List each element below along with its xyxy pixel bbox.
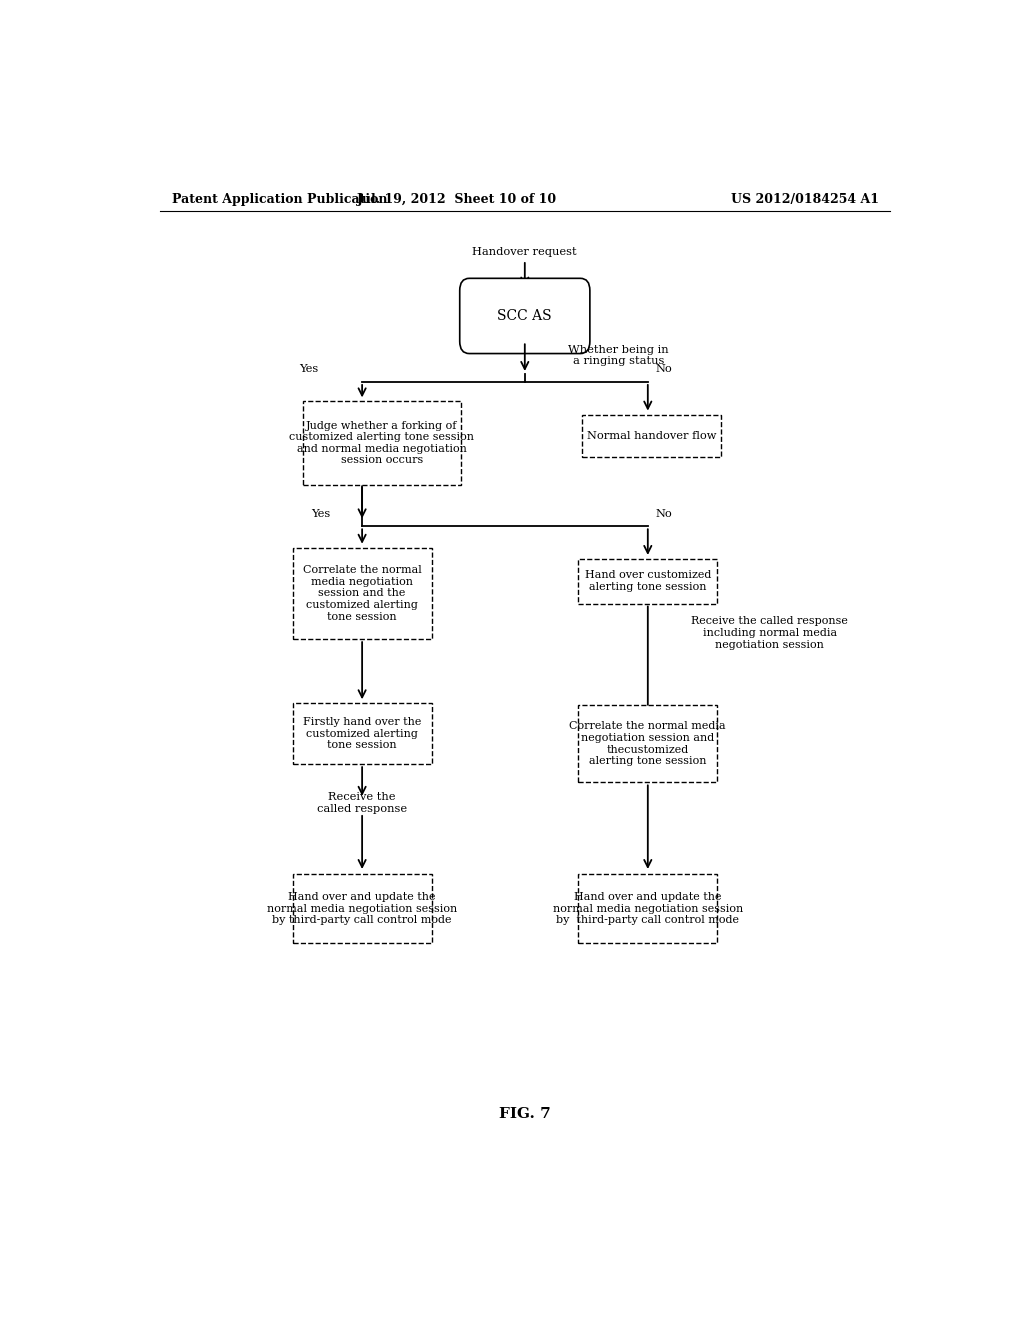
Text: Patent Application Publication: Patent Application Publication <box>172 193 387 206</box>
Text: Handover request: Handover request <box>472 247 578 257</box>
Text: No: No <box>655 510 673 519</box>
Text: Yes: Yes <box>299 364 318 374</box>
Text: Correlate the normal
media negotiation
session and the
customized alerting
tone : Correlate the normal media negotiation s… <box>303 565 422 622</box>
Text: Firstly hand over the
customized alerting
tone session: Firstly hand over the customized alertin… <box>303 717 421 750</box>
Text: Hand over and update the
normal media negotiation session
by third-party call co: Hand over and update the normal media ne… <box>267 892 458 925</box>
FancyBboxPatch shape <box>579 874 717 942</box>
Text: No: No <box>655 364 673 374</box>
Text: Hand over customized
alerting tone session: Hand over customized alerting tone sessi… <box>585 570 711 593</box>
FancyBboxPatch shape <box>579 558 717 603</box>
Text: US 2012/0184254 A1: US 2012/0184254 A1 <box>731 193 880 206</box>
Text: SCC AS: SCC AS <box>498 309 552 323</box>
Text: FIG. 7: FIG. 7 <box>499 1106 551 1121</box>
FancyBboxPatch shape <box>583 414 721 457</box>
Text: Receive the
called response: Receive the called response <box>317 792 408 813</box>
Text: Correlate the normal media
negotiation session and
thecustomized
alerting tone s: Correlate the normal media negotiation s… <box>569 722 726 766</box>
Text: Judge whether a forking of
customized alerting tone session
and normal media neg: Judge whether a forking of customized al… <box>290 421 474 466</box>
FancyBboxPatch shape <box>293 548 431 639</box>
Text: Whether being in
a ringing status: Whether being in a ringing status <box>568 345 669 367</box>
FancyBboxPatch shape <box>460 279 590 354</box>
Text: Yes: Yes <box>311 510 331 519</box>
FancyBboxPatch shape <box>293 874 431 942</box>
Text: Jul. 19, 2012  Sheet 10 of 10: Jul. 19, 2012 Sheet 10 of 10 <box>357 193 557 206</box>
FancyBboxPatch shape <box>303 401 462 484</box>
FancyBboxPatch shape <box>293 704 431 764</box>
FancyBboxPatch shape <box>579 705 717 783</box>
Text: Hand over and update the
normal media negotiation session
by  third-party call c: Hand over and update the normal media ne… <box>553 892 743 925</box>
Text: Receive the called response
including normal media
negotiation session: Receive the called response including no… <box>691 616 848 649</box>
Text: Normal handover flow: Normal handover flow <box>587 430 717 441</box>
